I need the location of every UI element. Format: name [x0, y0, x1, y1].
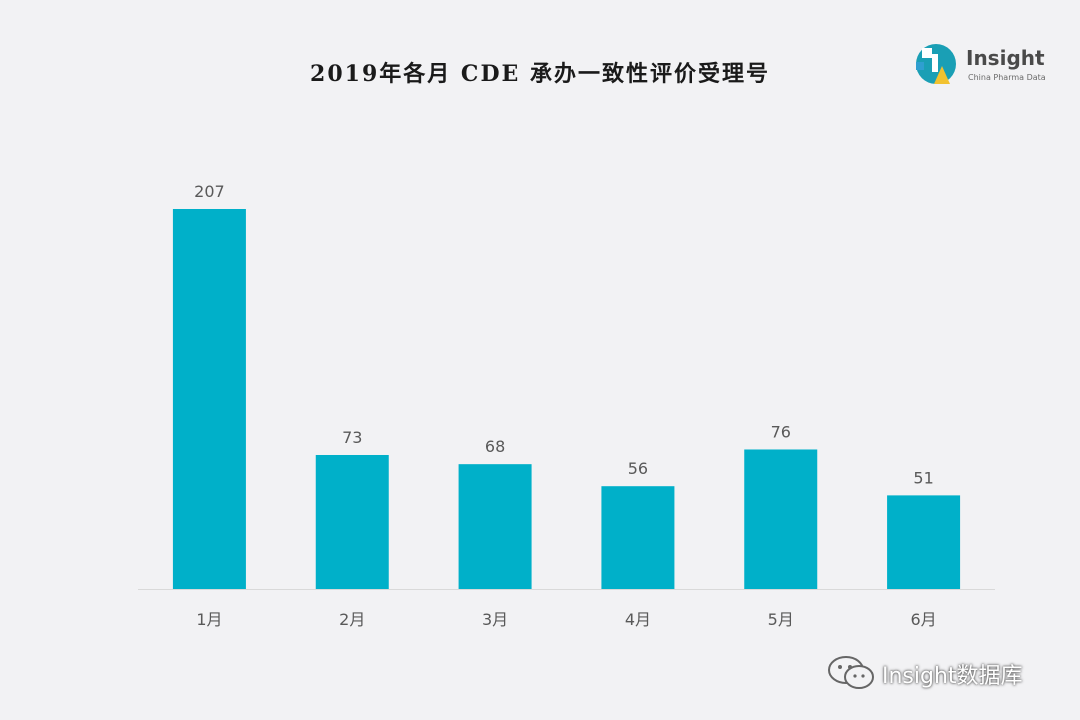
bar-5: [744, 449, 818, 589]
x-tick-label-2: 2月: [339, 610, 365, 629]
chart-title: 2019年各月 CDE 承办一致性评价受理号: [310, 61, 770, 87]
data-label-3: 68: [485, 437, 505, 456]
logo-wordmark: Insight: [966, 46, 1045, 70]
x-tick-label-4: 4月: [625, 610, 651, 629]
insight-logo-icon: [916, 44, 956, 84]
x-tick-label-6: 6月: [910, 610, 936, 629]
data-label-5: 76: [771, 422, 791, 441]
data-label-2: 73: [342, 428, 362, 447]
wechat-icon: [828, 656, 874, 689]
data-label-1: 207: [194, 182, 225, 201]
x-tick-label-1: 1月: [196, 610, 222, 629]
x-tick-label-3: 3月: [482, 610, 508, 629]
data-label-4: 56: [628, 459, 648, 478]
bar-4: [601, 486, 675, 589]
wechat-watermark: Insight数据库: [826, 652, 1066, 692]
data-label-6: 51: [913, 468, 933, 487]
insight-logo: Insight China Pharma Data: [912, 40, 1062, 90]
logo-tagline: China Pharma Data: [968, 73, 1046, 82]
bar-1: [172, 209, 246, 589]
watermark-text: Insight数据库: [882, 664, 1023, 689]
bar-6: [887, 495, 961, 589]
x-tick-label-5: 5月: [768, 610, 794, 629]
bar-2: [315, 454, 389, 589]
bar-3: [458, 464, 532, 589]
